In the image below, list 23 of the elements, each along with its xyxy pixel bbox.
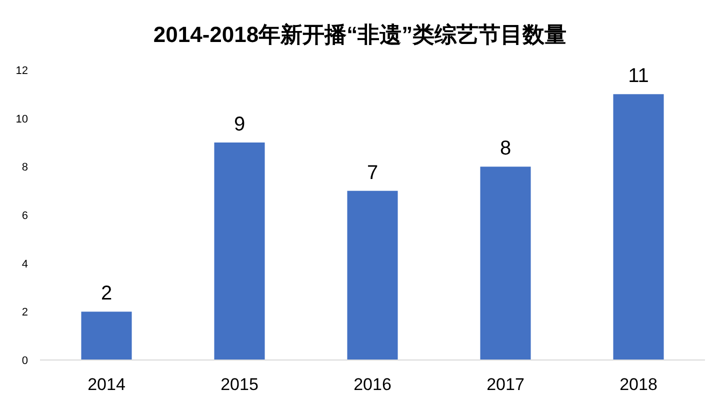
y-tick-label: 10 bbox=[16, 113, 28, 126]
bar bbox=[214, 142, 265, 360]
x-tick-label: 2014 bbox=[88, 375, 126, 394]
y-tick-label: 4 bbox=[22, 258, 28, 270]
data-label: 11 bbox=[628, 65, 649, 88]
y-tick-label: 0 bbox=[22, 355, 28, 367]
y-tick-label: 6 bbox=[22, 210, 28, 222]
y-tick-label: 12 bbox=[16, 65, 28, 77]
bar bbox=[613, 94, 664, 360]
x-tick-label: 2016 bbox=[354, 375, 392, 394]
data-label: 9 bbox=[234, 114, 246, 136]
x-tick-label: 2015 bbox=[220, 375, 258, 394]
data-label: 2 bbox=[100, 282, 112, 305]
bar bbox=[480, 166, 531, 360]
x-tick-label: 2018 bbox=[620, 375, 658, 394]
y-tick-label: 8 bbox=[22, 162, 28, 174]
bar bbox=[347, 190, 398, 360]
data-label: 8 bbox=[500, 138, 512, 160]
bar bbox=[81, 312, 132, 360]
data-label: 7 bbox=[366, 162, 378, 184]
y-tick-label: 2 bbox=[22, 306, 28, 319]
chart-title: 2014-2018年新开播“非遗”类综艺节目数量 bbox=[153, 22, 567, 47]
x-tick-label: 2017 bbox=[486, 375, 524, 394]
